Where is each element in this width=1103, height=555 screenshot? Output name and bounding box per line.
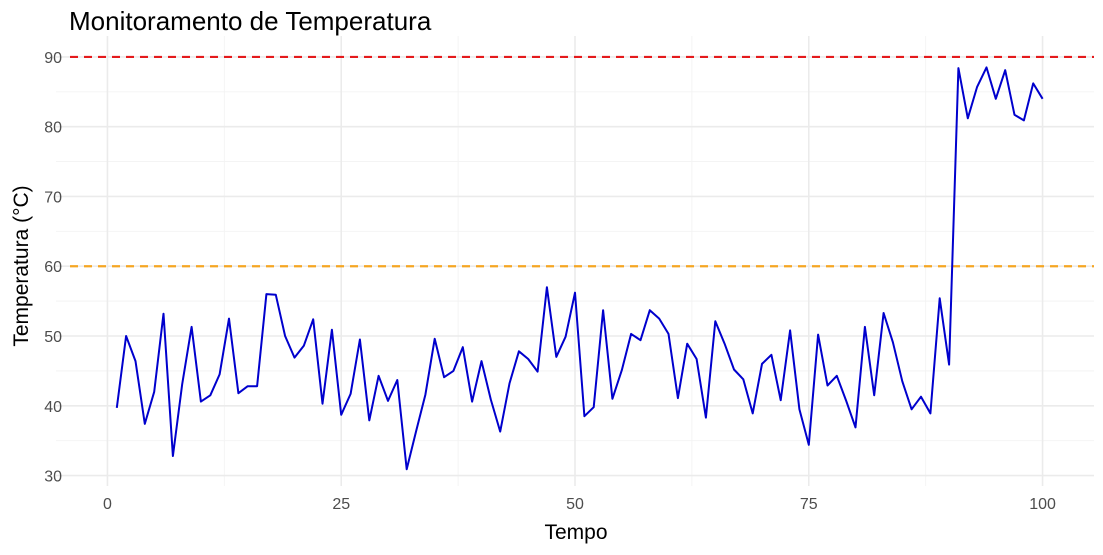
x-tick-label: 100	[1029, 496, 1056, 513]
y-tick-label: 60	[44, 259, 62, 276]
x-tick-label: 75	[800, 496, 818, 513]
plot-grid	[56, 36, 1094, 486]
y-tick-label: 50	[44, 329, 62, 346]
y-tick-label: 30	[44, 469, 62, 486]
y-tick-label: 80	[44, 120, 62, 137]
threshold-lines	[70, 55, 1094, 268]
y-axis-label: Temperatura (°C)	[10, 185, 33, 346]
y-tick-label: 40	[44, 399, 62, 416]
temperature-series-line	[115, 66, 1044, 471]
chart-title: Monitoramento de Temperatura	[69, 6, 432, 36]
series-layer	[115, 66, 1044, 471]
y-tick-label: 90	[44, 50, 62, 67]
x-tick-label: 25	[332, 496, 350, 513]
x-axis-ticks: 0 25 50 75 100	[103, 496, 1056, 513]
y-axis-ticks: 30 40 50 60 70 80 90	[44, 50, 62, 486]
x-tick-label: 50	[566, 496, 584, 513]
x-tick-label: 0	[103, 496, 112, 513]
x-axis-label: Tempo	[544, 521, 607, 544]
y-tick-label: 70	[44, 189, 62, 206]
